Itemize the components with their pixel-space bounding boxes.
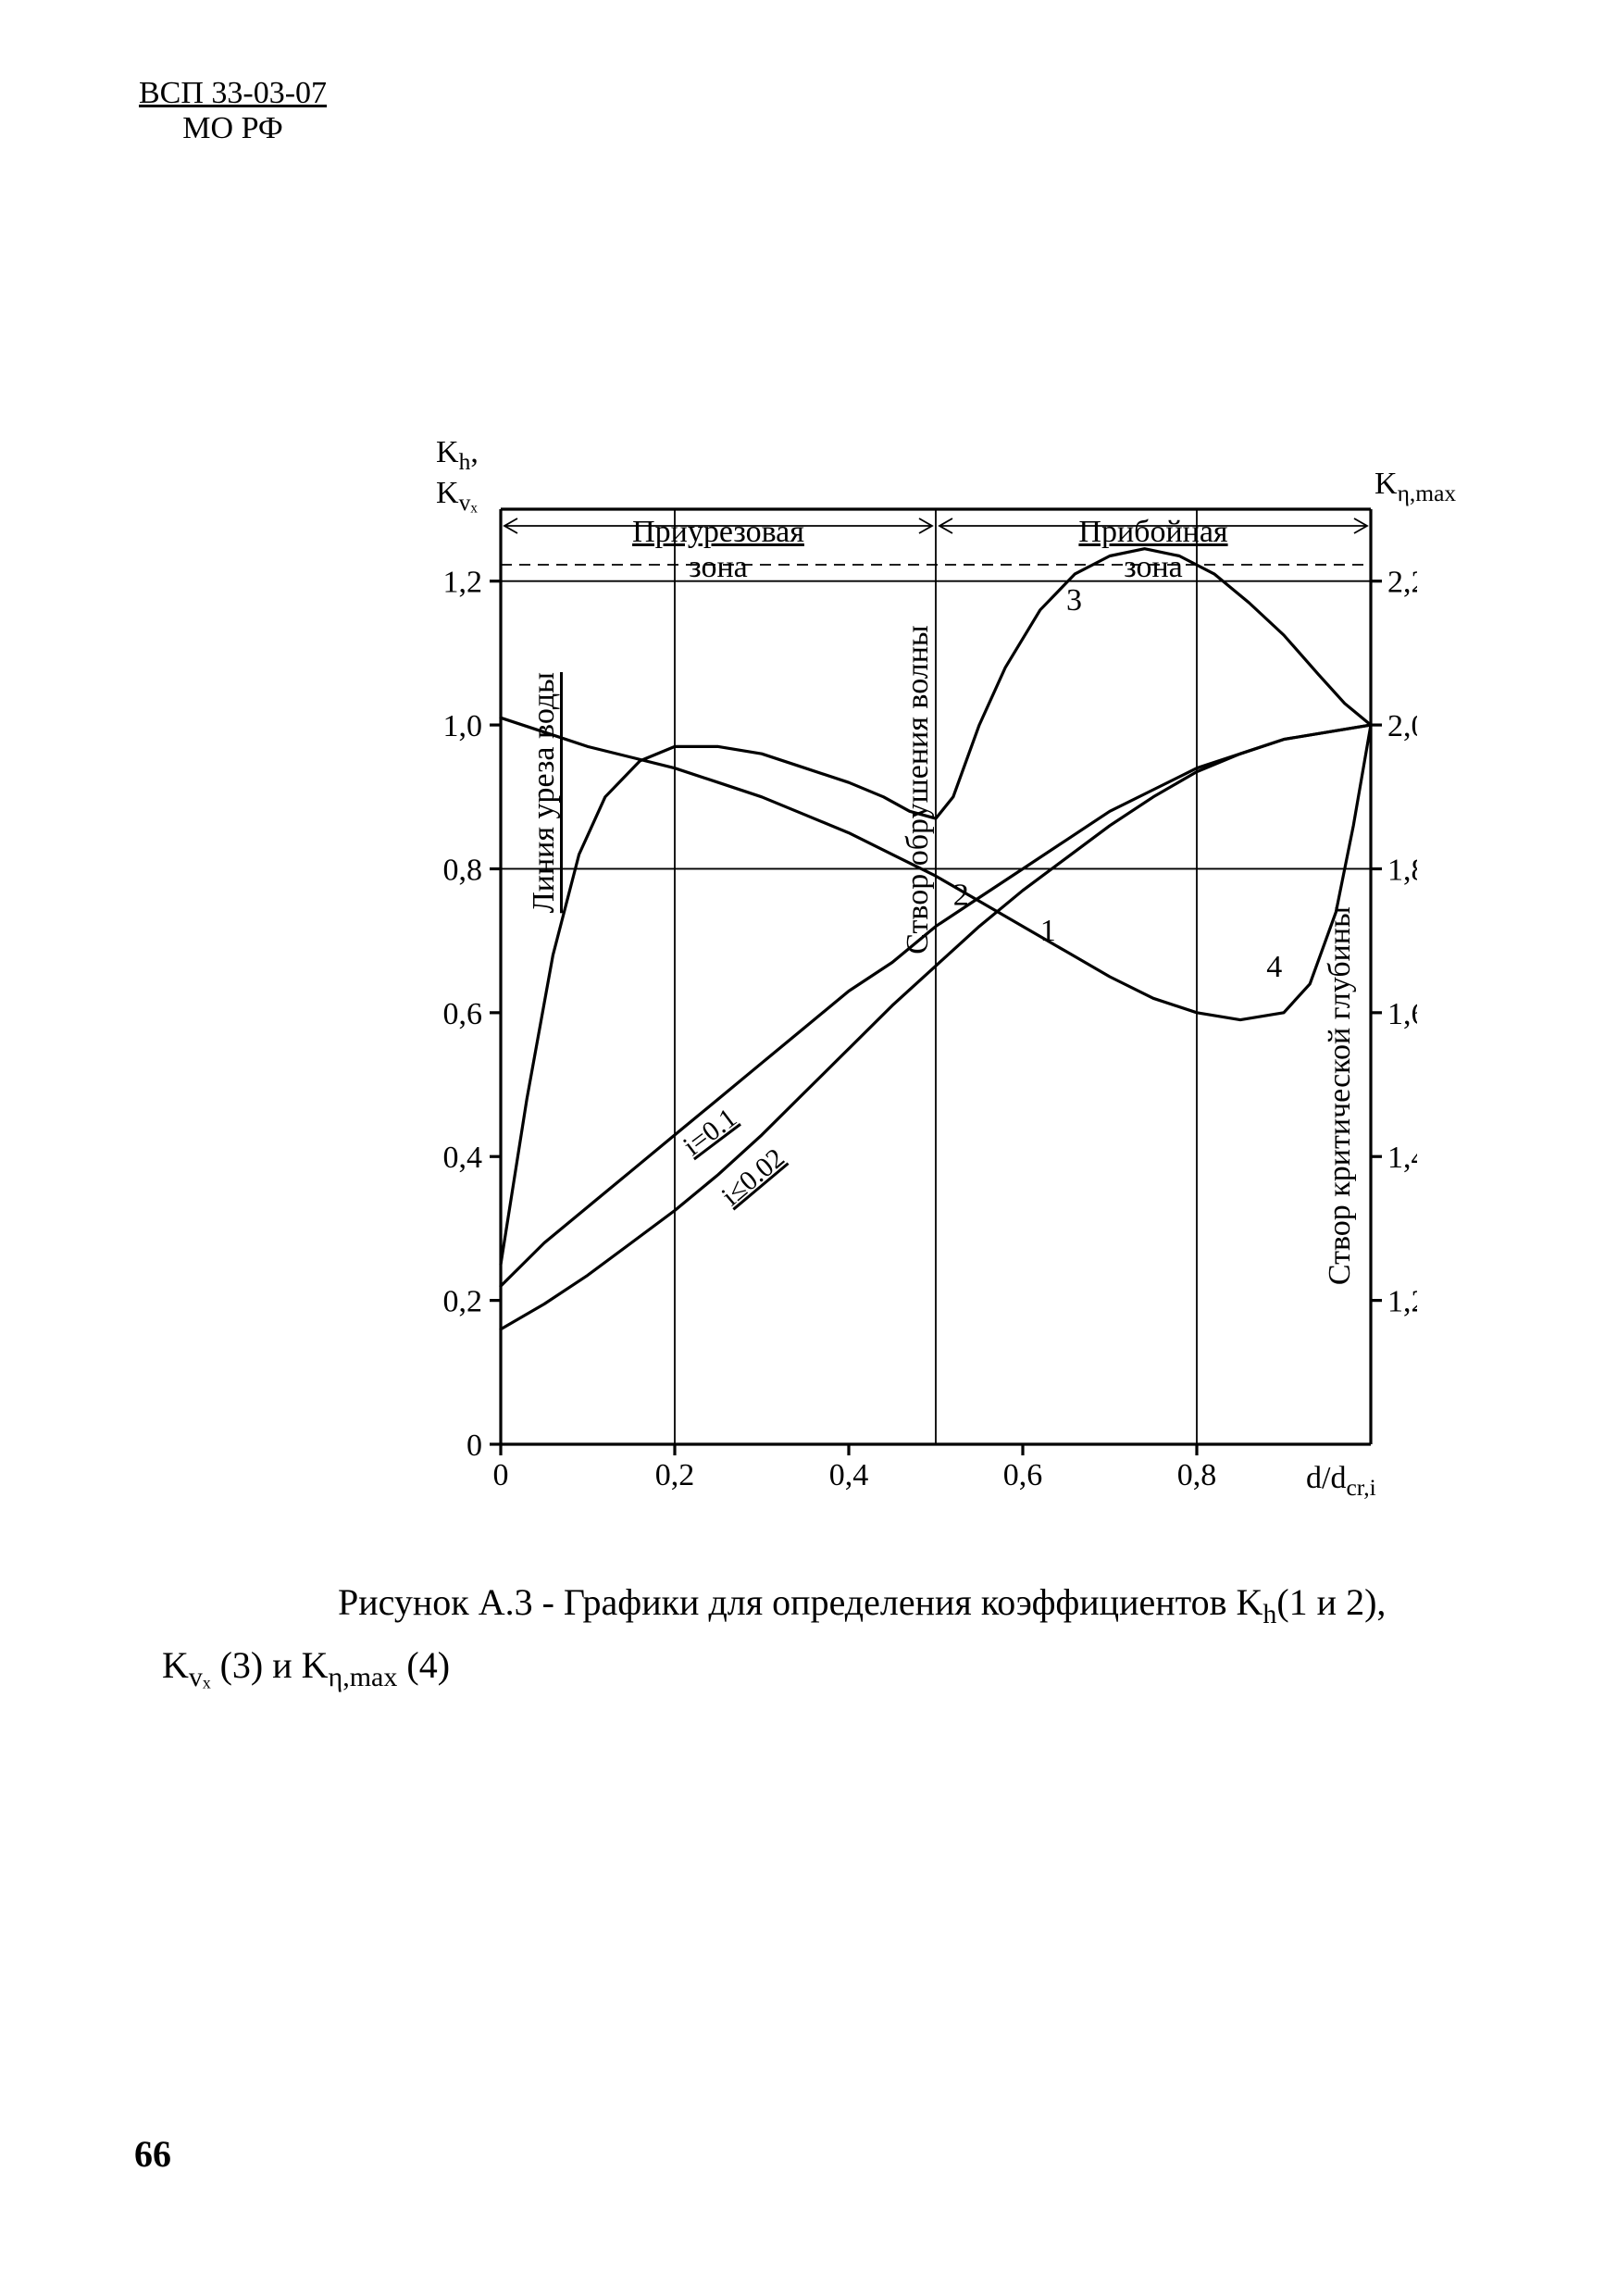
svg-text:2: 2: [953, 878, 969, 912]
svg-text:0,6: 0,6: [1003, 1458, 1043, 1492]
svg-text:1,6: 1,6: [1387, 997, 1417, 1031]
zone-label-left: Приурезоваязона: [598, 515, 839, 585]
svg-text:1,4: 1,4: [1387, 1141, 1417, 1175]
svg-text:4: 4: [1266, 950, 1282, 984]
svg-text:0,6: 0,6: [443, 997, 483, 1031]
water-edge-label: Линия уреза воды: [528, 595, 561, 991]
svg-text:0,8: 0,8: [1177, 1458, 1217, 1492]
svg-text:i=0.1: i=0.1: [678, 1103, 742, 1162]
right-axis-title: Kη,max: [1374, 467, 1456, 507]
svg-text:i≤0.02: i≤0.02: [715, 1142, 790, 1212]
svg-text:0,8: 0,8: [443, 853, 483, 887]
page: ВСП 33-03-07 МО РФ 66 0 0,2 0,4 0,6 0,8 1,0 1,…: [0, 0, 1617, 2296]
svg-text:2,0: 2,0: [1387, 709, 1417, 743]
svg-text:0,2: 0,2: [655, 1458, 695, 1492]
svg-text:2,2: 2,2: [1387, 566, 1417, 600]
x-axis-title: d/dcr,i: [1306, 1461, 1376, 1502]
critical-depth-label: Створ критической глубины: [1324, 833, 1357, 1358]
svg-text:0,4: 0,4: [443, 1141, 483, 1175]
svg-text:1,2: 1,2: [1387, 1285, 1417, 1319]
left-axis-title: Kh, Kvₓ: [436, 435, 479, 517]
svg-text:0: 0: [493, 1458, 509, 1492]
svg-text:1,0: 1,0: [443, 709, 483, 743]
wave-collapse-label: Створ обрушения волны: [902, 567, 935, 1013]
svg-text:1,8: 1,8: [1387, 853, 1417, 887]
svg-text:0,2: 0,2: [443, 1285, 483, 1319]
svg-text:3: 3: [1066, 583, 1082, 618]
svg-text:0: 0: [466, 1429, 482, 1463]
caption-text: Рисунок А.3 - Графики для определения ко…: [338, 1581, 1263, 1623]
figure-caption: Рисунок А.3 - Графики для определения ко…: [162, 1574, 1439, 1699]
svg-text:1: 1: [1040, 914, 1056, 948]
zone-label-right: Прибойнаязона: [1033, 515, 1274, 585]
svg-text:0,4: 0,4: [829, 1458, 869, 1492]
svg-text:1,2: 1,2: [443, 566, 483, 600]
chart-figure: 0 0,2 0,4 0,6 0,8 1,0 1,2 1,2 1,4 1,6 1,8 2,0 2,2 0 0,…: [399, 454, 1417, 1528]
page-number: 66: [134, 2132, 171, 2176]
doc-header: ВСП 33-03-07 МО РФ: [139, 76, 327, 146]
doc-code: ВСП 33-03-07: [139, 76, 327, 111]
doc-org: МО РФ: [139, 111, 327, 146]
